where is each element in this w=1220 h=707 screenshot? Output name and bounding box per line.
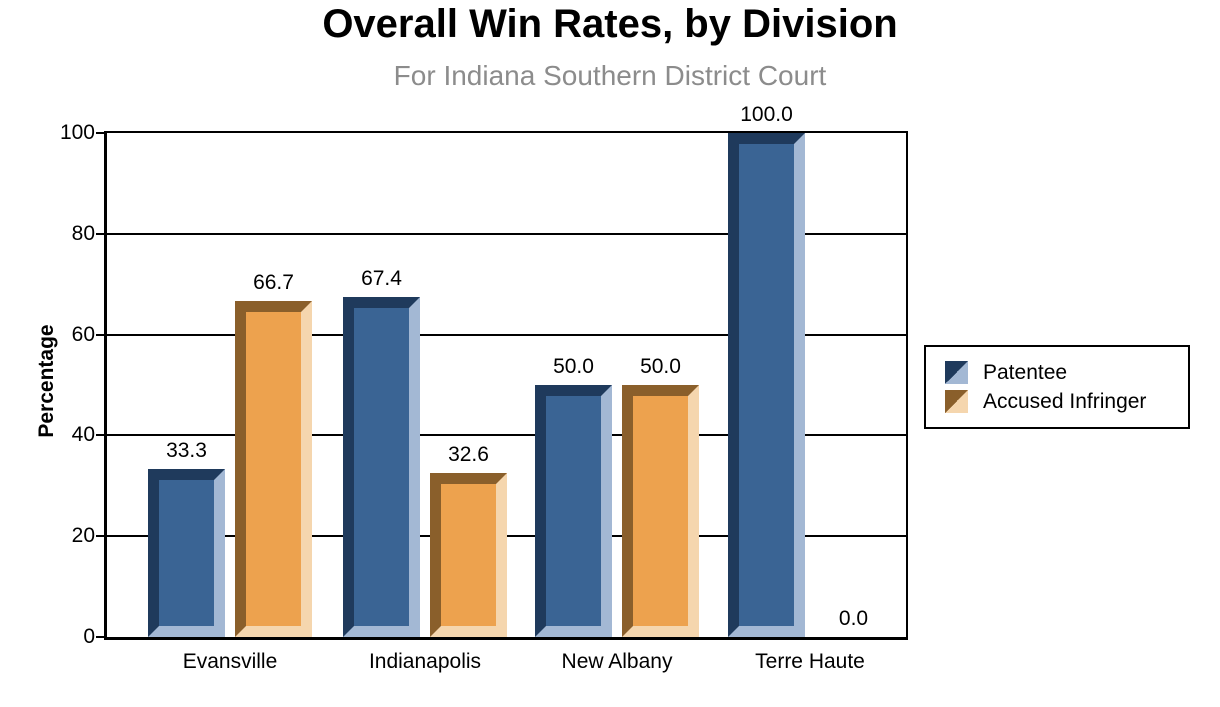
plot-area: 0 20 40 60 80 100 33.3 67.4 50.0 100.0 66.7 32.6 50.… [60,104,908,648]
x-category-label-indianapolis: Indianapolis [368,650,482,673]
y-tick-label-0: 0 [83,625,95,648]
y-tick-label-40: 40 [71,423,95,447]
y-tick-20 [96,535,104,538]
legend-label-patentee: Patentee [983,360,1068,384]
bar-patentee-new-albany [535,385,612,637]
legend-item-patentee: Patentee [945,361,1188,385]
value-label-accused-infringer-indianapolis: 32.6 [448,442,489,466]
legend: Patentee Accused Infringer [924,345,1190,429]
bar-patentee-evansville [148,469,225,637]
x-category-label-evansville: Evansville [182,650,278,673]
value-label-accused-infringer-evansville: 66.7 [253,270,294,294]
y-tick-label-20: 20 [71,524,95,548]
value-label-patentee-indianapolis: 67.4 [361,267,402,291]
patentee-swatch-icon [945,361,968,384]
chart-title: Overall Win Rates, by Division [322,2,898,46]
bar-accused-infringer-evansville [235,300,312,637]
y-tick-label-60: 60 [71,322,95,346]
y-tick-label-100: 100 [59,121,95,144]
y-tick-100 [96,132,104,134]
gridline-40 [107,434,906,437]
y-tick-40 [96,434,104,437]
bar-accused-infringer-new-albany [622,385,699,637]
value-label-patentee-terre-haute: 100.0 [740,103,793,126]
gridline-60 [107,333,906,336]
value-label-accused-infringer-new-albany: 50.0 [640,355,681,378]
value-label-patentee-evansville: 33.3 [166,439,207,463]
gridline-80 [107,232,906,235]
x-category-label-terre-haute: Terre Haute [755,650,865,673]
y-tick-80 [96,232,104,235]
y-tick-60 [96,333,104,336]
y-tick-0 [96,636,104,638]
value-label-patentee-new-albany: 50.0 [553,355,594,378]
bar-patentee-indianapolis [343,297,420,637]
value-label-accused-infringer-terre-haute: 0.0 [838,607,869,630]
accused-infringer-swatch-icon [945,390,968,413]
bar-patentee-terre-haute [728,133,805,637]
x-category-label-new-albany: New Albany [561,650,673,673]
chart-subtitle: For Indiana Southern District Court [393,60,827,91]
bar-accused-infringer-indianapolis [430,472,507,637]
y-tick-label-80: 80 [71,221,95,245]
legend-label-accused-infringer: Accused Infringer [983,389,1147,413]
legend-item-accused-infringer: Accused Infringer [945,390,1188,414]
